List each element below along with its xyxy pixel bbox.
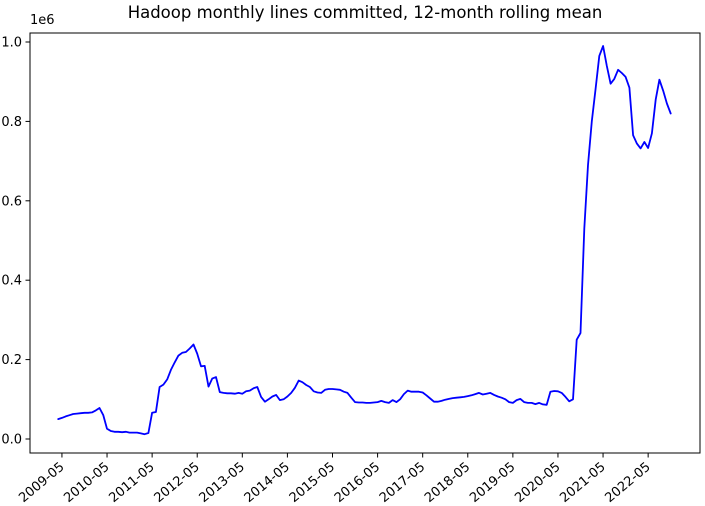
x-tick-label: 2018-05 [422, 460, 473, 506]
chart-title: Hadoop monthly lines committed, 12-month… [127, 3, 603, 22]
x-tick-label: 2015-05 [287, 460, 338, 506]
y-tick-label: 0.0 [1, 432, 22, 447]
series-line [57, 45, 672, 436]
y-tick-label: 0.6 [1, 194, 22, 209]
y-tick-label: 0.2 [1, 353, 22, 368]
x-tick-label: 2020-05 [512, 460, 563, 506]
x-tick-label: 2019-05 [467, 460, 518, 506]
y-axis-offset-label: 1e6 [30, 13, 55, 28]
x-tick-label: 2013-05 [197, 460, 248, 506]
x-tick-label: 2014-05 [242, 460, 293, 506]
x-tick-label: 2009-05 [16, 460, 67, 506]
y-tick-label: 0.4 [1, 274, 22, 289]
x-tick-label: 2012-05 [152, 460, 203, 506]
y-tick-label: 1.0 [1, 36, 22, 51]
x-tick-label: 2011-05 [106, 460, 157, 506]
x-tick-label: 2010-05 [61, 460, 112, 506]
plot-frame [29, 32, 701, 454]
x-tick-label: 2021-05 [557, 460, 608, 506]
x-tick-label: 2017-05 [377, 460, 428, 506]
x-tick-label: 2022-05 [602, 460, 653, 506]
y-tick-label: 0.8 [1, 115, 22, 130]
x-tick-label: 2016-05 [332, 460, 383, 506]
